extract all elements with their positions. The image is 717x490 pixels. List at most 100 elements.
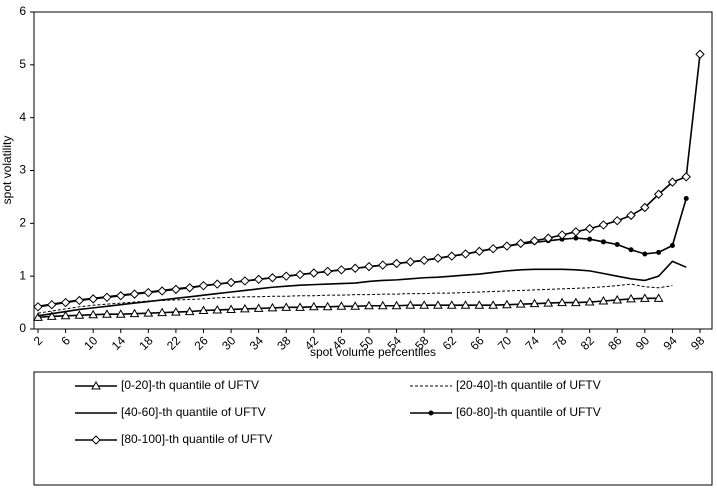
y-axis-label: spot volatility [0,136,14,205]
y-tick-label: 5 [19,57,26,71]
marker [529,236,540,246]
x-tick-label: 22 [164,333,184,353]
marker [612,294,623,304]
marker [309,268,319,278]
legend-label: [40-60]-th quantile of UFTV [121,405,266,419]
x-tick-label: 18 [136,333,156,353]
marker [253,303,264,312]
marker [587,236,593,242]
marker [516,238,526,249]
series-line [37,260,687,317]
x-tick-label: 70 [495,333,515,353]
marker [212,304,223,314]
marker [378,260,388,270]
marker [350,263,360,273]
legend-box [33,371,713,486]
marker [350,301,361,310]
marker [129,308,140,318]
marker [428,410,434,416]
y-tick-label: 3 [19,163,26,177]
marker [543,298,554,307]
marker [102,309,112,318]
x-tick-label: 98 [688,333,708,353]
marker [433,300,443,309]
marker [598,220,609,230]
marker [543,233,553,243]
marker [695,49,705,59]
x-tick-label: 78 [550,333,570,353]
marker [88,294,98,304]
marker [295,302,305,311]
marker [226,304,236,313]
y-tick-label: 4 [19,110,26,124]
marker [488,243,498,254]
marker [502,241,512,251]
marker [639,293,650,302]
marker [584,223,595,234]
y-tick-label: 1 [19,268,26,282]
marker [33,312,43,321]
y-tick-label: 2 [19,216,26,230]
marker [529,298,540,308]
marker [584,297,595,306]
marker [573,235,579,241]
x-tick-label: 34 [247,333,267,353]
marker [336,301,347,310]
marker [377,300,388,310]
x-axis-label: spot volume percentiles [310,345,436,359]
legend-label: [0-20]-th quantile of UFTV [121,378,259,392]
marker [642,251,648,257]
x-tick-label: 6 [58,333,73,348]
marker [47,299,57,310]
marker [598,295,609,305]
marker [212,279,222,289]
marker [33,302,43,312]
marker [626,210,636,221]
marker [184,306,195,316]
marker [295,269,305,280]
x-tick-label: 26 [192,333,212,353]
x-tick-label: 10 [81,333,101,353]
marker [60,297,71,308]
marker [515,299,526,308]
marker [281,271,291,281]
marker [653,189,664,199]
marker [88,309,99,319]
marker [253,274,264,285]
marker [171,307,181,316]
x-tick-label: 90 [633,333,653,353]
marker [405,300,416,309]
x-tick-label: 94 [660,333,680,353]
marker [143,308,154,317]
marker [571,297,581,307]
marker [267,302,278,312]
x-tick-label: 62 [440,333,460,353]
marker [185,283,195,293]
marker [419,300,430,309]
x-tick-label: 30 [219,333,239,353]
marker [308,301,319,311]
marker [226,277,236,288]
marker [102,292,112,303]
marker [474,300,485,309]
x-tick-label: 74 [523,333,543,353]
x-tick-label: 82 [578,333,598,353]
marker [157,286,167,296]
marker [171,284,181,295]
marker [143,287,154,298]
marker [336,265,347,275]
legend-label: [20-40]-th quantile of UFTV [456,378,601,392]
marker [683,196,689,202]
marker [628,247,634,253]
marker [460,300,471,309]
marker [91,435,101,445]
marker [571,227,581,237]
marker [557,297,567,307]
marker [91,380,101,390]
marker [267,273,278,283]
marker [640,202,650,213]
marker [74,310,85,319]
marker [656,249,662,255]
marker [433,253,443,263]
